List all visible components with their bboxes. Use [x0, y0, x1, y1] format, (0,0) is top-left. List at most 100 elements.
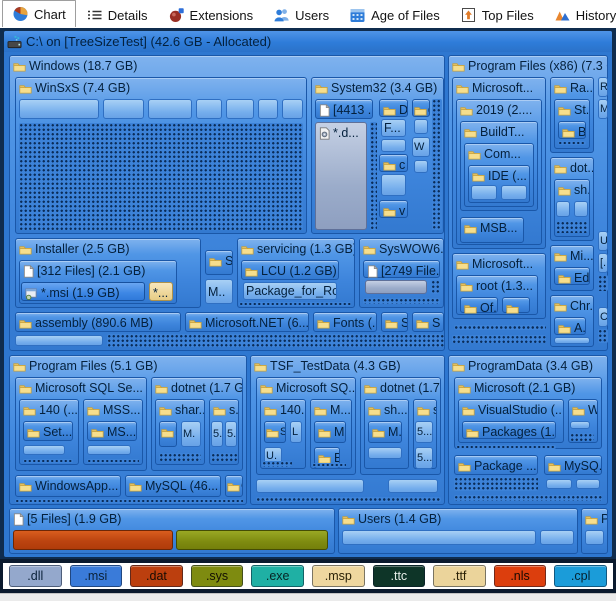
small-files-pattern[interactable]	[598, 275, 608, 291]
tile[interactable]	[15, 335, 103, 346]
small-files-pattern[interactable]	[256, 497, 441, 502]
tile-l[interactable]: L	[290, 421, 302, 443]
tile[interactable]	[103, 99, 144, 119]
tab-top-files[interactable]: Top Files	[450, 2, 544, 27]
tile[interactable]	[381, 174, 406, 196]
small-files-pattern[interactable]	[370, 122, 377, 230]
tile-m[interactable]: M	[159, 421, 177, 447]
tile[interactable]	[342, 530, 536, 545]
tile-v[interactable]: v	[379, 200, 408, 218]
tile[interactable]	[585, 530, 604, 545]
tile[interactable]	[556, 201, 570, 217]
tile-m[interactable]: M	[598, 99, 608, 119]
tile-packages-1[interactable]: Packages (1....	[462, 421, 556, 439]
small-files-pattern[interactable]	[556, 221, 588, 233]
tile-mysql-46[interactable]: MySQL (46...	[125, 475, 221, 497]
tile[interactable]	[574, 201, 588, 217]
small-files-pattern[interactable]	[312, 463, 346, 467]
tile[interactable]	[365, 280, 427, 294]
tab-details[interactable]: Details	[76, 2, 158, 27]
msp-files-block[interactable]: *...	[149, 282, 173, 301]
tile-s[interactable]: S	[264, 421, 286, 443]
tab-users[interactable]: Users	[263, 2, 339, 27]
small-files-pattern[interactable]	[239, 302, 351, 306]
tile-m[interactable]: M.	[368, 421, 402, 443]
small-files-pattern[interactable]	[432, 99, 442, 230]
tile[interactable]	[282, 99, 303, 119]
tile[interactable]	[23, 445, 65, 455]
tile-s[interactable]: S	[412, 312, 444, 332]
tab-history[interactable]: History	[544, 2, 616, 27]
system32-files[interactable]: [4413 ...	[315, 99, 373, 119]
dll-files-block[interactable]: *.d...	[315, 122, 367, 230]
tab-extensions[interactable]: Extensions	[158, 2, 264, 27]
tile[interactable]	[471, 185, 497, 200]
small-files-pattern[interactable]	[87, 459, 139, 463]
tab-age-of-files[interactable]: Age of Files	[339, 2, 450, 27]
tile-5[interactable]: 5...	[415, 447, 433, 469]
tile-f[interactable]: F...	[381, 119, 406, 137]
tile-d[interactable]: D	[379, 99, 408, 117]
legend-chip-dat[interactable]: .dat	[130, 565, 183, 587]
tile[interactable]	[501, 185, 527, 200]
tile-m[interactable]: M.	[181, 421, 201, 447]
dat-files-bar[interactable]	[13, 530, 173, 550]
tile-fonts[interactable]: Fonts (...	[313, 312, 377, 332]
tile[interactable]	[258, 99, 278, 119]
root-header[interactable]: C:\ on [TreeSizeTest] (42.6 GB - Allocat…	[4, 31, 612, 52]
small-files-pattern[interactable]	[23, 459, 73, 463]
tile[interactable]	[196, 99, 222, 119]
assembly[interactable]: assembly (890.6 MB)	[15, 312, 181, 332]
small-files-pattern[interactable]	[598, 329, 608, 343]
tile-of[interactable]: Of...	[460, 297, 498, 315]
msi-files-block[interactable]: *.msi (1.9 GB)	[21, 282, 145, 301]
tile[interactable]	[256, 479, 364, 493]
tile-s[interactable]: S	[205, 250, 233, 275]
tile[interactable]	[388, 479, 438, 493]
tile-tile[interactable]: [.	[598, 253, 608, 273]
tile-b[interactable]: B...	[558, 121, 586, 139]
sys-files-bar[interactable]	[176, 530, 328, 550]
legend-chip-msp[interactable]: .msp	[311, 565, 365, 587]
tile-m[interactable]: M..	[205, 279, 233, 304]
legend-chip-dll[interactable]: .dll	[9, 565, 62, 587]
legend-chip-ttc[interactable]: .ttc	[372, 565, 426, 587]
tile[interactable]	[87, 445, 131, 455]
legend-chip-exe[interactable]: .exe	[251, 565, 304, 587]
small-files-pattern[interactable]	[456, 445, 556, 449]
tile-c[interactable]: C	[225, 475, 243, 497]
tile-5[interactable]: 5..	[211, 421, 223, 447]
small-files-pattern[interactable]	[262, 461, 292, 467]
tile[interactable]	[570, 421, 590, 429]
tile[interactable]	[554, 337, 590, 344]
legend-chip-ttf[interactable]: .ttf	[433, 565, 486, 587]
legend-chip-cpl[interactable]: .cpl	[554, 565, 607, 587]
tile-package-for-rol[interactable]: Package_for_Rol...	[243, 282, 337, 300]
small-files-pattern[interactable]	[107, 334, 444, 347]
tile[interactable]	[381, 139, 406, 152]
tile-lcu-1-2-gb[interactable]: LCU (1.2 GB)	[241, 260, 339, 280]
tile-set[interactable]: Set...	[23, 421, 73, 441]
tile[interactable]	[226, 99, 254, 119]
tile-c[interactable]: C..	[598, 307, 608, 327]
small-files-pattern[interactable]	[431, 280, 439, 294]
small-files-pattern[interactable]	[454, 495, 602, 501]
tile[interactable]	[576, 479, 600, 489]
tile-u[interactable]: U..	[598, 231, 608, 251]
small-files-pattern[interactable]	[558, 141, 586, 145]
small-files-pattern[interactable]	[159, 453, 201, 461]
tile[interactable]	[502, 297, 530, 314]
tile-w[interactable]: W	[412, 137, 430, 157]
small-files-pattern[interactable]	[363, 298, 440, 304]
tile-s[interactable]: S.	[381, 312, 408, 332]
tile[interactable]	[148, 99, 192, 119]
tile-windowsapp[interactable]: WindowsApp...	[15, 475, 121, 497]
tile-5[interactable]: 5...	[415, 421, 433, 443]
tile-2749-file[interactable]: [2749 File...	[363, 260, 440, 278]
tile[interactable]	[546, 479, 572, 489]
tile[interactable]	[19, 99, 99, 119]
tile-c[interactable]: c	[379, 154, 408, 172]
small-files-pattern[interactable]	[454, 477, 538, 491]
tile[interactable]	[368, 447, 402, 459]
tile[interactable]	[414, 119, 428, 134]
